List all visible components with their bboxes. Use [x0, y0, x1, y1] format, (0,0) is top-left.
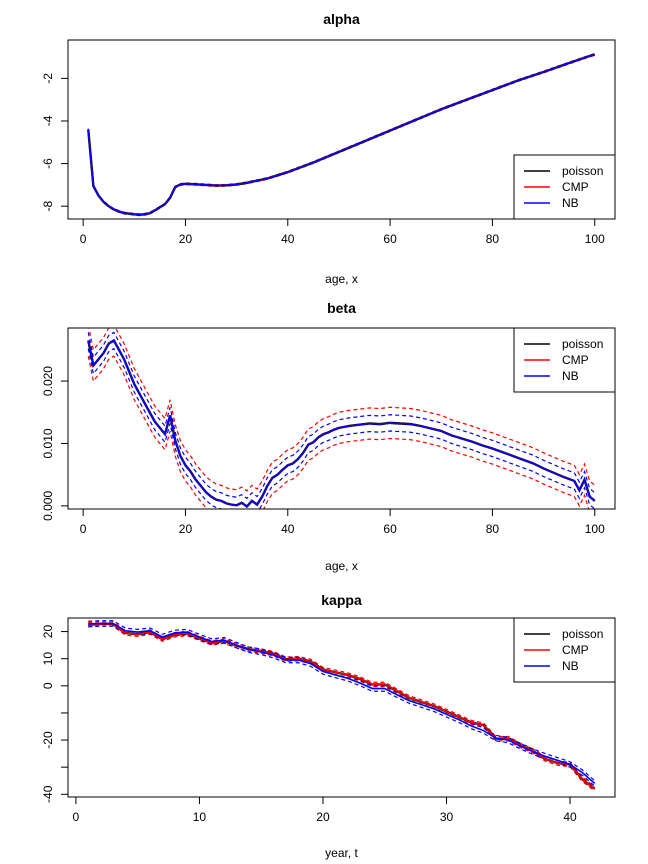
band-line-0-1	[88, 328, 596, 492]
y-tick-label: 20	[41, 625, 55, 639]
legend-label: CMP	[562, 353, 589, 367]
y-tick-label: -2	[41, 73, 55, 84]
x-tick-label: 40	[281, 232, 295, 246]
plot-frame	[67, 327, 616, 510]
plot-area	[87, 328, 596, 509]
series-line-NB	[87, 53, 595, 216]
band-line-0-1	[88, 621, 596, 788]
legend-label: NB	[562, 659, 579, 673]
x-tick-label: 60	[383, 522, 397, 536]
x-axis-label: year, t	[325, 846, 358, 860]
chart-2: kappa year, t 0 10 20 30 40 -40 -20 0 10 20 poisson C…	[41, 592, 616, 860]
x-axis-label: age, x	[325, 559, 358, 573]
legend-label: NB	[562, 369, 579, 383]
x-tick-label: 10	[193, 810, 207, 824]
legend: poisson CMP NB	[513, 617, 616, 683]
band-line-1-0	[87, 347, 596, 509]
y-tick-label: -4	[41, 115, 55, 126]
x-tick-label: 40	[281, 522, 295, 536]
x-tick-label: 20	[179, 232, 193, 246]
chart-1: beta age, x 0 20 40 60 80 100 0.000 0.010 0.020 poi…	[41, 300, 616, 573]
legend-label: poisson	[562, 337, 603, 351]
x-tick-label: 40	[563, 810, 577, 824]
plot-area	[87, 53, 596, 217]
y-tick-label: 0.010	[41, 428, 55, 458]
y-tick-label: 0.000	[41, 491, 55, 521]
y-tick-label: -20	[41, 731, 55, 749]
plot-frame	[67, 39, 616, 220]
x-tick-label: 20	[179, 522, 193, 536]
series-line-NB	[88, 622, 596, 785]
x-tick-label: 0	[80, 522, 87, 536]
series-line-CMP	[88, 623, 596, 790]
band-line-0-0	[87, 355, 590, 509]
y-tick-label: -40	[41, 785, 55, 803]
y-tick-label: 0.020	[41, 366, 55, 396]
plot-frame	[67, 617, 616, 798]
chart-title: beta	[327, 300, 356, 316]
chart-title: kappa	[321, 592, 362, 608]
x-tick-label: 100	[585, 522, 605, 536]
x-tick-label: 100	[585, 232, 605, 246]
band-line-1-0	[88, 625, 596, 787]
x-tick-label: 0	[80, 232, 87, 246]
chart-title: alpha	[323, 11, 360, 27]
y-tick-label: -6	[41, 158, 55, 169]
y-tick-label: 0	[41, 682, 55, 689]
legend-label: NB	[562, 196, 579, 210]
legend-label: poisson	[562, 627, 603, 641]
legend: poisson CMP NB	[513, 154, 616, 220]
band-line-1-1	[87, 331, 596, 500]
y-tick-label: 10	[41, 652, 55, 666]
x-tick-label: 80	[486, 522, 500, 536]
x-axis-label: age, x	[325, 272, 358, 286]
legend-label: CMP	[562, 643, 589, 657]
legend: poisson CMP NB	[513, 327, 616, 393]
x-tick-label: 80	[486, 232, 500, 246]
legend-label: poisson	[562, 164, 603, 178]
legend-label: CMP	[562, 180, 589, 194]
y-tick-label: -8	[41, 201, 55, 212]
x-tick-label: 0	[73, 810, 80, 824]
x-tick-label: 20	[316, 810, 330, 824]
chart-0: alpha age, x 0 20 40 60 80 100 -8 -6 -4 -2 poisson CM…	[41, 11, 616, 286]
x-tick-label: 30	[440, 810, 454, 824]
x-tick-label: 60	[383, 232, 397, 246]
plot-area	[88, 620, 596, 792]
series-line-NB	[87, 339, 596, 508]
